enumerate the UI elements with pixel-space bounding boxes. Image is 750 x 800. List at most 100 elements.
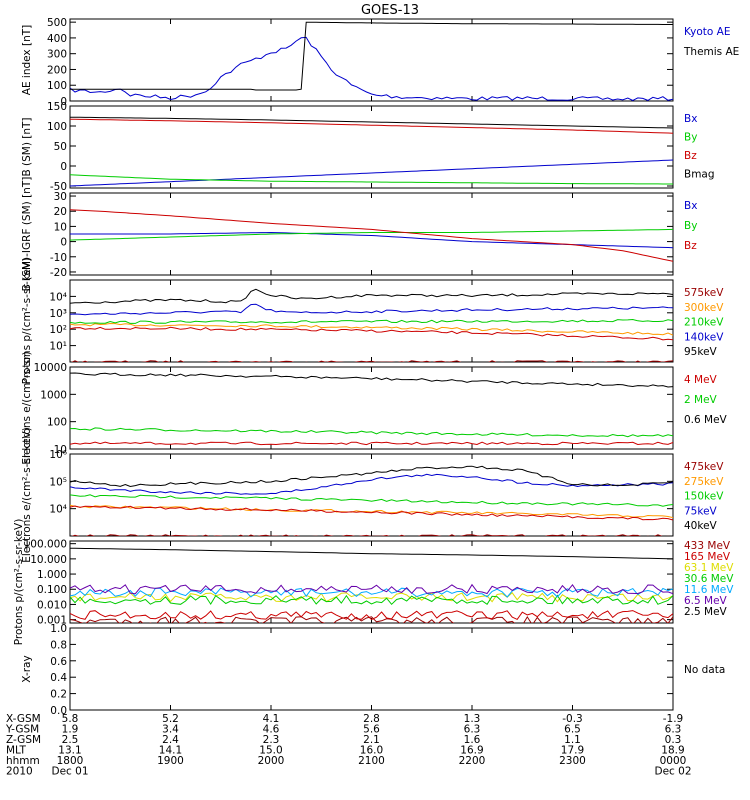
- series-line-165-mev: [70, 610, 673, 621]
- legend-entry: 2 MeV: [684, 394, 718, 406]
- legend-entry: 2.5 MeV: [684, 606, 728, 618]
- y-tick-label: -20: [50, 267, 67, 279]
- series-line-150kev: [70, 494, 673, 507]
- y-axis-label: X-ray: [21, 655, 33, 682]
- series-line-themis-ae: [70, 21, 673, 91]
- y-tick-label: -10: [50, 252, 67, 264]
- x-axis-value: 5.2: [162, 713, 179, 725]
- y-tick-label: 0.001: [37, 615, 67, 627]
- x-axis-value: 2300: [559, 755, 586, 767]
- x-axis-value: 1.1: [564, 734, 581, 746]
- x-axis-value: -0.3: [562, 713, 583, 725]
- y-tick-label: 0.8: [50, 639, 67, 651]
- series-line-kyoto-ae: [70, 36, 673, 101]
- y-tick-label: 10.000: [30, 554, 67, 566]
- y-tick-label: 0: [60, 237, 67, 249]
- x-axis-value: 2.4: [162, 734, 179, 746]
- series-line-0-6-mev: [70, 372, 673, 388]
- x-axis-row-label: Y-GSM: [5, 724, 39, 736]
- x-axis-value: 15.0: [259, 745, 282, 757]
- y-tick-label: 100: [47, 80, 67, 92]
- legend-entry: 575keV: [684, 287, 724, 299]
- legend-entry: 0.6 MeV: [684, 414, 728, 426]
- series-line-2-mev: [70, 427, 673, 438]
- panel-frame: [69, 279, 674, 363]
- series-line-bmag: [70, 116, 673, 129]
- series-line-95kev: [70, 288, 673, 304]
- series-line-unlabeled: [70, 505, 673, 521]
- y-tick-label: 10²: [49, 324, 67, 336]
- series-line-433-mev: [70, 615, 673, 623]
- y-tick-label: 10³: [49, 308, 67, 320]
- series-line-unlabeled: [70, 326, 673, 341]
- x-axis-value: 4.6: [263, 724, 280, 736]
- legend-entry: 30.6 MeV: [684, 573, 734, 585]
- series-line-2-5-mev: [70, 547, 673, 560]
- x-axis-value: Dec 01: [51, 766, 88, 778]
- legend-entry: Bx: [684, 200, 697, 212]
- x-axis-value: 16.0: [360, 745, 383, 757]
- x-axis-value: 1.9: [62, 724, 79, 736]
- x-axis-value: 5.8: [62, 713, 79, 725]
- x-axis-value: 1.3: [464, 713, 481, 725]
- x-axis-value: 2.8: [363, 713, 380, 725]
- y-tick-label: 10⁴: [49, 291, 67, 303]
- y-tick-label: 300: [47, 49, 67, 61]
- x-axis-value: 1900: [157, 755, 184, 767]
- legend-entry: Bx: [684, 113, 697, 125]
- y-axis-label: B (SM)-IGRF (SM) [nT]: [21, 177, 33, 292]
- y-axis-label: Electrons e/(cm²-s-sr): [21, 351, 33, 464]
- panel-1: 0 100 200 300 400 500 AE index [nT] Kyoto AE The…: [21, 17, 739, 108]
- legend-entry: By: [684, 132, 697, 144]
- y-tick-label: 0.0: [50, 705, 67, 717]
- y-tick-label: 30: [54, 191, 67, 203]
- x-axis-value: 6.3: [665, 724, 682, 736]
- legend-entry: 150keV: [684, 491, 724, 503]
- series-line-bz: [70, 118, 673, 134]
- y-tick-label: 10000: [34, 362, 67, 374]
- x-axis-value: Dec 02: [654, 766, 691, 778]
- x-axis-value: 3.4: [162, 724, 179, 736]
- y-tick-label: 0.010: [37, 599, 67, 611]
- panel-frame: [69, 627, 674, 711]
- panel-3: -20 -10 0 10 20 30 B (SM)-IGRF (SM) [nT] Bx By Bz: [21, 177, 697, 292]
- series-line-4-mev: [70, 441, 673, 446]
- x-axis-value: 18.9: [661, 745, 684, 757]
- y-axis-label: AE index [nT]: [21, 25, 33, 95]
- series-line-210kev: [70, 318, 673, 324]
- panel-frame: [69, 453, 674, 537]
- series-line-bx: [70, 159, 673, 187]
- y-tick-label: 0: [60, 161, 67, 173]
- x-axis-value: 6.5: [564, 724, 581, 736]
- x-axis-value: 4.1: [263, 713, 280, 725]
- legend-entry: 433 MeV: [684, 540, 731, 552]
- y-tick-label: 10⁶: [49, 449, 67, 461]
- y-tick-label: 100: [47, 417, 67, 429]
- x-axis-row-label: X-GSM: [6, 713, 41, 725]
- x-axis-value: 5.6: [363, 724, 380, 736]
- x-axis-value: 0000: [660, 755, 687, 767]
- y-tick-label: 0: [60, 96, 67, 108]
- x-axis-value: -1.9: [663, 713, 684, 725]
- x-axis-value: 6.3: [464, 724, 481, 736]
- legend-entry: 300keV: [684, 302, 724, 314]
- y-tick-label: -50: [50, 181, 67, 193]
- x-axis-value: 13.1: [58, 745, 81, 757]
- x-axis-value: 14.1: [159, 745, 182, 757]
- legend-entry: 95keV: [684, 346, 718, 358]
- y-axis-label: Protons p/(cm²-s-sr-keV): [21, 258, 33, 385]
- series-line-575kev: [71, 360, 673, 362]
- series-line-300kev: [70, 322, 673, 336]
- series-line-30-6-mev: [70, 594, 673, 606]
- y-tick-label: 100: [47, 121, 67, 133]
- series-line-bz: [70, 209, 673, 262]
- legend-entry: 63.1 MeV: [684, 562, 734, 574]
- figure-title: GOES-13: [361, 3, 419, 18]
- x-axis-value: 1.6: [464, 734, 481, 746]
- panel-2: -50 0 50 100 150 B (SM) [nT] Bx By Bz Bmag: [21, 101, 715, 193]
- y-tick-label: 10: [54, 444, 67, 456]
- y-tick-label: 400: [47, 33, 67, 45]
